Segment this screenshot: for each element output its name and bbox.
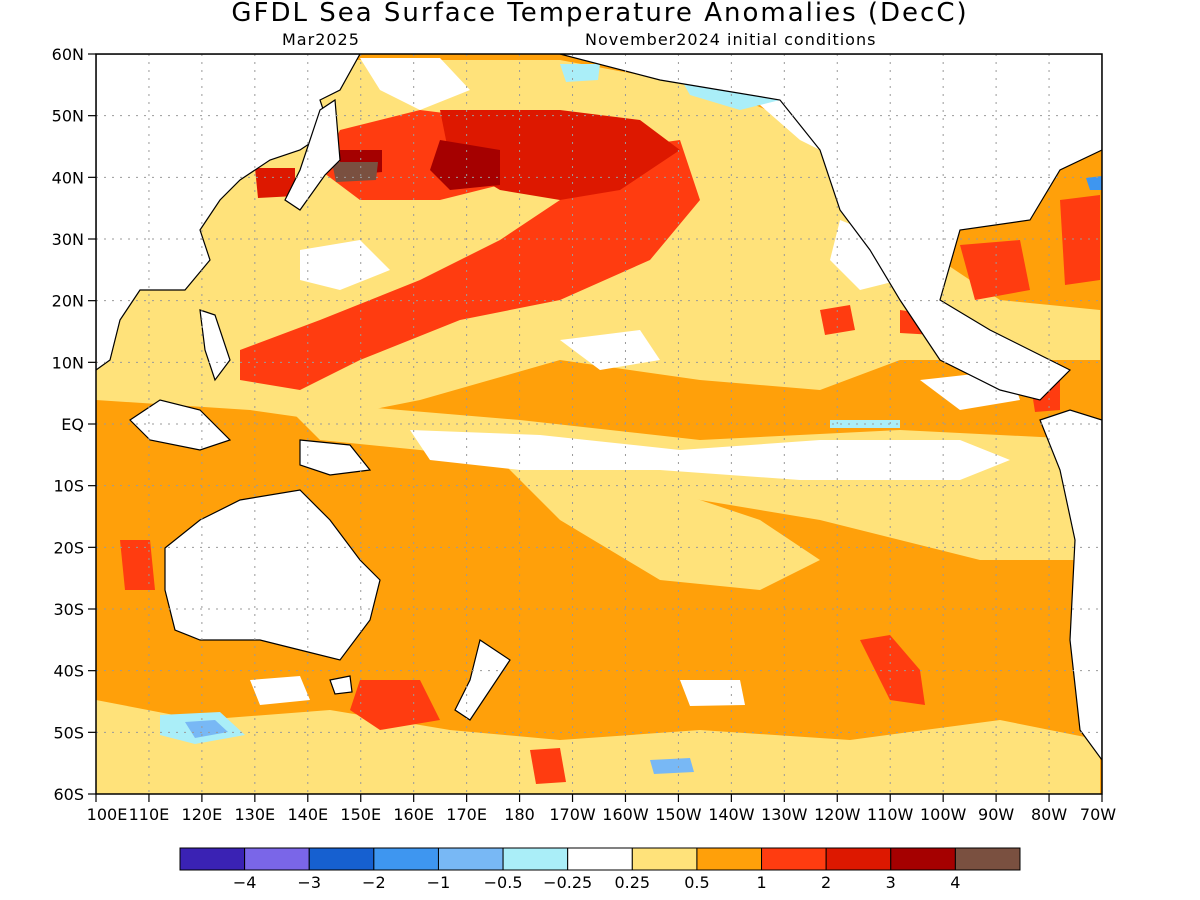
map-title: GFDL Sea Surface Temperature Anomalies (… (231, 0, 969, 28)
lon-label: 110W (867, 805, 914, 824)
land-tasmania (329, 675, 353, 695)
lat-label: 30S (53, 600, 84, 619)
lon-label: 180 (504, 805, 535, 824)
lat-label: 50N (52, 107, 84, 126)
field-atlantic-warm (1060, 195, 1100, 285)
land-philippines (199, 309, 231, 382)
lon-label: 170W (549, 805, 596, 824)
colorbar-label: 0.5 (684, 873, 709, 892)
lon-label: 120E (182, 805, 223, 824)
field-southern-yellow (96, 700, 1100, 794)
colorbar-box (631, 847, 698, 871)
colorbar-box (373, 847, 439, 871)
lat-label: 40N (52, 168, 84, 187)
field-nwpac-neutral (300, 240, 390, 290)
lat-label: 20S (53, 538, 84, 557)
valid-month-label: Mar2025 (282, 30, 360, 49)
field-sepac-warm (860, 635, 925, 705)
colorbar-label: 1 (756, 873, 766, 892)
land-north-america (559, 54, 1102, 401)
colorbar-label: −0.5 (484, 873, 523, 892)
init-conditions-label: November2024 initial conditions (585, 30, 877, 49)
colorbar-box (567, 847, 633, 871)
field-so-warm (530, 748, 566, 784)
colorbar-box (244, 847, 310, 871)
land-borneo (129, 399, 232, 451)
lon-label: 160E (393, 805, 434, 824)
field-spcz-yellow (500, 460, 820, 590)
lon-label: 150E (340, 805, 381, 824)
field-so-cool-core (185, 720, 228, 738)
lat-label: 10S (53, 477, 84, 496)
lon-label: 140E (287, 805, 328, 824)
colorbar-box (825, 847, 892, 871)
lon-label: 70W (1080, 805, 1116, 824)
field-equatorial-neutral (410, 430, 1010, 480)
lat-label: 50S (53, 723, 84, 742)
field-japan-peak (332, 162, 378, 182)
lat-label: 60N (52, 45, 84, 64)
colorbar-label: 2 (821, 873, 831, 892)
field-so-neutral-2 (680, 680, 745, 706)
lon-label: 160W (602, 805, 649, 824)
lon-label: 100E (87, 805, 128, 824)
lon-label: 110E (129, 805, 170, 824)
field-so-cool-2 (650, 758, 694, 774)
colorbar-box (179, 847, 246, 871)
field-trop-neutral (560, 330, 660, 370)
colorbar-box (890, 847, 956, 871)
colorbar-label: 4 (950, 873, 960, 892)
colorbar-label: −2 (362, 873, 386, 892)
lat-label: 20N (52, 292, 84, 311)
field-kuroshio-core (430, 140, 500, 190)
colorbar-box (502, 847, 569, 871)
colorbar-label: 0.25 (614, 873, 650, 892)
land-asia (96, 54, 361, 371)
colorbar-label: −3 (297, 873, 321, 892)
field-tasman-warm (350, 680, 440, 730)
land-south-america (1039, 409, 1102, 762)
lon-label: 150W (655, 805, 702, 824)
colorbar-box (954, 847, 1021, 871)
lat-label: EQ (61, 415, 84, 434)
field-gulf-warm (960, 240, 1030, 300)
colorbar-label: −0.25 (543, 873, 592, 892)
lat-axis: 60N 50N 40N 30N 20N 10N EQ 10S 20S 30S 4… (52, 45, 96, 804)
colorbar: −4 −3 −2 −1 −0.5 −0.25 0.25 0.5 1 2 3 4 (179, 847, 1021, 892)
lat-label: 60S (53, 785, 84, 804)
lon-label: 170E (446, 805, 487, 824)
lat-label: 10N (52, 353, 84, 372)
lon-label: 140W (708, 805, 755, 824)
lon-label: 90W (978, 805, 1014, 824)
land-masses (96, 54, 1102, 762)
lon-label: 120W (814, 805, 861, 824)
field-japan-sea-warm (255, 168, 295, 198)
land-australia (164, 489, 381, 661)
colorbar-label: −4 (233, 873, 257, 892)
field-io-warm (120, 540, 155, 590)
colorbar-label: −1 (427, 873, 451, 892)
colorbar-box (437, 847, 504, 871)
colorbar-box (308, 847, 375, 871)
anomaly-field (96, 54, 1102, 794)
grid-lines (96, 54, 1102, 794)
lon-label: 100W (920, 805, 967, 824)
lon-label: 130E (235, 805, 276, 824)
land-japan (284, 98, 341, 211)
lat-label: 30N (52, 230, 84, 249)
colorbar-label: 3 (886, 873, 896, 892)
lon-label: 130W (761, 805, 808, 824)
lon-label: 80W (1031, 805, 1067, 824)
land-new-guinea (299, 439, 372, 476)
field-okhotsk-cool (560, 64, 600, 82)
field-atlantic-cool (1086, 176, 1102, 190)
lat-label: 40S (53, 662, 84, 681)
colorbar-box (696, 847, 763, 871)
lon-axis: 100E 110E 120E 130E 140E 150E 160E 170E … (87, 794, 1116, 824)
colorbar-box (761, 847, 827, 871)
field-okhotsk-neutral (360, 58, 470, 110)
land-new-zealand (454, 639, 511, 721)
field-so-neutral-1 (250, 676, 310, 705)
